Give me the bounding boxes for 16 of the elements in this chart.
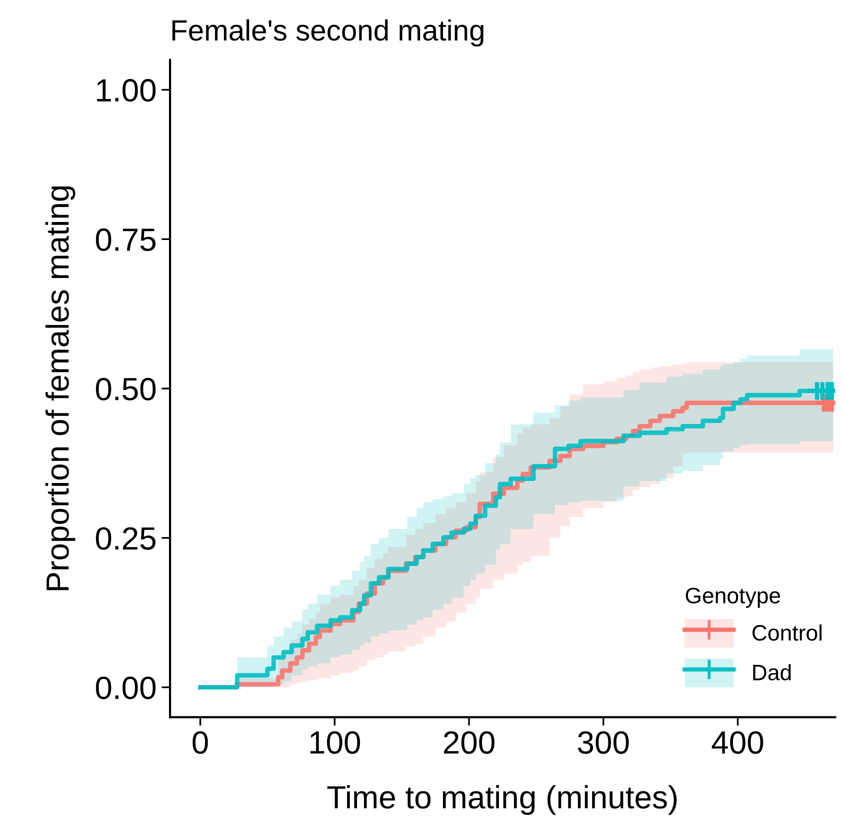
x-tick-label: 300 [578,731,629,754]
x-tick-label: 100 [310,731,360,754]
y-tick-label: 1.00 [97,79,156,102]
y-axis-title: Proportion of females mating [45,186,76,590]
y-tick-label: 0.25 [96,527,156,550]
y-tick-label: 0.50 [96,378,156,400]
y-tick-label: 0.00 [96,676,156,700]
legend-label: Dad [753,664,791,680]
x-tick-label: 400 [712,731,764,754]
legend-title: Genotype [686,588,780,608]
chart-title: Female's second mating [172,19,484,47]
x-tick-label: 0 [192,731,208,754]
x-axis-title: Time to mating (minutes) [327,785,677,815]
y-tick-label: 0.75 [96,228,156,252]
x-tick-label: 200 [444,731,494,754]
legend-label: Control [752,624,822,641]
